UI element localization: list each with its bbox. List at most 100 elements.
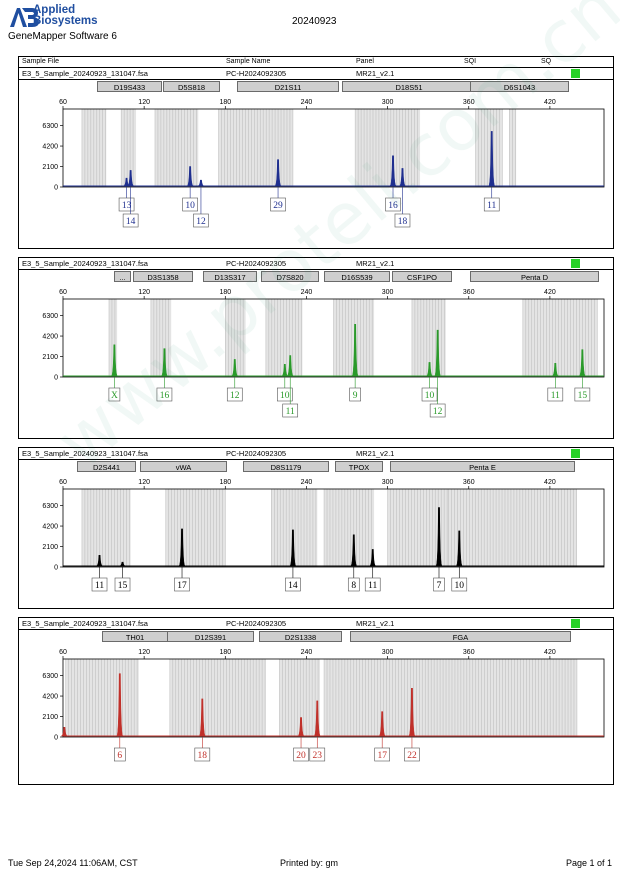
- peak: [369, 549, 377, 567]
- bin-region: [150, 299, 172, 377]
- x-tick-label: 420: [544, 99, 556, 106]
- x-tick-label: 300: [382, 649, 394, 656]
- y-tick-label: 0: [54, 185, 58, 192]
- allele-box: [108, 387, 121, 402]
- peak: [455, 530, 463, 567]
- locus-label: D6S1043: [470, 81, 569, 92]
- allele-label: 20: [296, 751, 306, 761]
- x-tick-label: 120: [138, 479, 150, 486]
- red-dye-panel: E3_5_Sample_20240923_131047.fsa PC-H2024…: [18, 617, 614, 785]
- col-sample-file: Sample File: [22, 58, 59, 65]
- black-dye-panel: E3_5_Sample_20240923_131047.fsa PC-H2024…: [18, 447, 614, 609]
- locus-label: Penta E: [390, 461, 575, 472]
- blue-dye-panel: E3_5_Sample_20240923_131047.fsa PC-H2024…: [18, 67, 614, 249]
- locus-label: D2S1338: [259, 631, 342, 642]
- peak: [350, 534, 358, 567]
- allele-label: 6: [117, 751, 122, 761]
- panel-name: MR21_v2.1: [356, 449, 395, 458]
- allele-label: 17: [377, 751, 387, 761]
- allele-label: 12: [433, 407, 443, 417]
- allele-box: [285, 577, 301, 592]
- peak: [389, 155, 397, 187]
- x-tick-label: 420: [544, 649, 556, 656]
- y-tick-label: 4200: [42, 334, 58, 341]
- peak: [127, 170, 134, 187]
- sample-info-row: E3_5_Sample_20240923_131047.fsa PC-H2024…: [19, 68, 613, 80]
- locus-label: Penta D: [470, 271, 599, 282]
- bin-region: [111, 489, 131, 567]
- locus-label: D5S818: [163, 81, 220, 92]
- x-tick-label: 420: [544, 479, 556, 486]
- locus-label: D8S1179: [243, 461, 329, 472]
- allele-label: 22: [407, 751, 417, 761]
- allele-box: [282, 403, 299, 418]
- allele-box: [385, 197, 401, 212]
- sample-info-row: E3_5_Sample_20240923_131047.fsa PC-H2024…: [19, 618, 613, 630]
- sample-name: PC-H2024092305: [226, 69, 287, 78]
- peak: [186, 166, 194, 187]
- peak: [116, 673, 124, 737]
- plot-frame: [62, 488, 605, 568]
- bin-region: [279, 659, 320, 737]
- allele-label: 7: [437, 581, 442, 591]
- allele-box: [182, 197, 198, 212]
- allele-label: 14: [126, 217, 136, 227]
- col-sample-name: Sample Name: [226, 58, 271, 65]
- peak: [435, 507, 443, 567]
- allele-label: 11: [286, 407, 295, 417]
- allele-box: [574, 387, 591, 402]
- allele-box: [483, 197, 500, 212]
- allele-box: [429, 403, 446, 418]
- y-tick-label: 2100: [42, 544, 58, 551]
- brand-name: Applied Biosystems: [33, 4, 98, 27]
- peak: [426, 362, 433, 377]
- x-tick-label: 120: [138, 289, 150, 296]
- y-tick-label: 6300: [42, 123, 58, 130]
- allele-box: [364, 577, 381, 592]
- peak: [110, 344, 118, 377]
- peak: [197, 179, 205, 187]
- bin-region: [522, 299, 598, 377]
- sample-name: PC-H2024092305: [226, 449, 287, 458]
- footer-page: Page 1 of 1: [566, 858, 613, 868]
- peak: [289, 529, 297, 567]
- allele-label: 18: [398, 217, 408, 227]
- bin-region: [65, 659, 139, 737]
- locus-label: D7S820: [261, 271, 319, 282]
- sample-info-row: E3_5_Sample_20240923_131047.fsa PC-H2024…: [19, 258, 613, 270]
- peak: [578, 349, 586, 377]
- peak: [281, 364, 289, 377]
- peak: [488, 131, 496, 187]
- y-tick-label: 0: [54, 375, 58, 382]
- sample-file: E3_5_Sample_20240923_131047.fsa: [22, 69, 148, 78]
- allele-box: [293, 747, 309, 762]
- y-tick-label: 0: [54, 735, 58, 742]
- y-tick-label: 2100: [42, 714, 58, 721]
- y-tick-label: 4200: [42, 694, 58, 701]
- allele-box: [433, 577, 445, 592]
- allele-label: 11: [368, 581, 377, 591]
- allele-box: [114, 747, 126, 762]
- report-date: 20240923: [292, 16, 337, 27]
- x-tick-label: 180: [219, 289, 231, 296]
- locus-label: TH01: [102, 631, 168, 642]
- allele-box: [347, 577, 360, 592]
- allele-box: [156, 387, 173, 402]
- x-tick-label: 120: [138, 99, 150, 106]
- panel-name: MR21_v2.1: [356, 69, 395, 78]
- locus-label: D13S317: [203, 271, 257, 282]
- col-sqi: SQI: [464, 58, 477, 65]
- peak: [231, 359, 239, 377]
- locus-label: D19S433: [97, 81, 162, 92]
- allele-label: 15: [578, 391, 588, 401]
- bin-region: [81, 109, 107, 187]
- allele-label: X: [111, 391, 118, 401]
- allele-label: 16: [388, 201, 398, 211]
- quality-flag: [571, 449, 580, 458]
- quality-flag: [571, 259, 580, 268]
- bin-region: [324, 489, 375, 567]
- bin-region: [108, 299, 118, 377]
- allele-label: 29: [273, 201, 283, 211]
- y-tick-label: 4200: [42, 524, 58, 531]
